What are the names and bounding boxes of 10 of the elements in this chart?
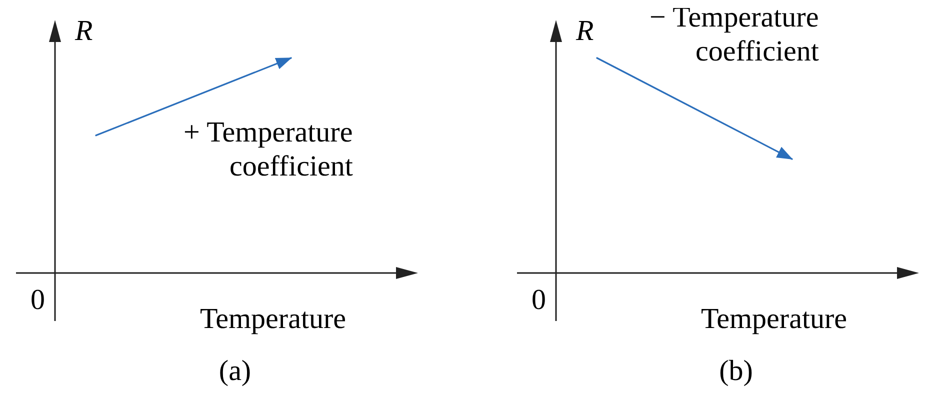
text: 0: [30, 284, 45, 316]
text: (a): [218, 355, 252, 387]
x-axis-title: Temperature: [700, 303, 848, 335]
y-axis-title: R: [74, 15, 93, 47]
annotation: − Temperature coefficient: [650, 2, 819, 68]
annotation: + Temperature coefficient: [184, 116, 353, 183]
y-axis-title: R: [575, 15, 594, 47]
text: 0: [532, 284, 546, 316]
x-axis-title: Temperature: [200, 303, 346, 335]
text: (b): [719, 355, 753, 387]
